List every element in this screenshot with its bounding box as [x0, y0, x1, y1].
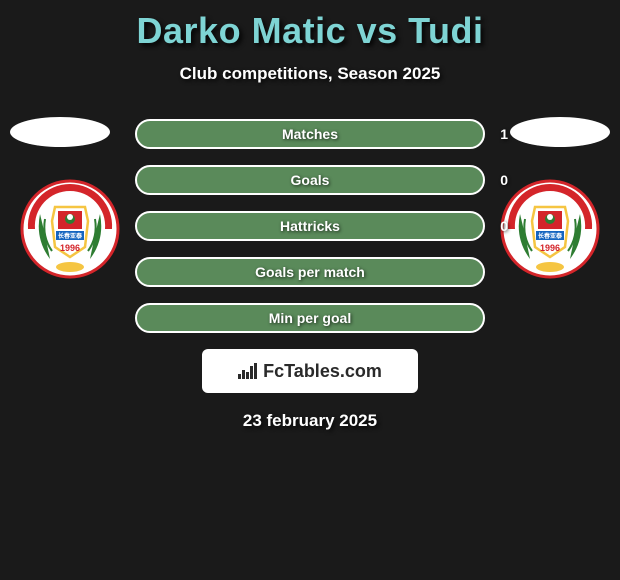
chart-icon [238, 363, 257, 379]
stat-label: Goals per match [255, 264, 365, 280]
club-year: 1996 [60, 243, 80, 253]
svg-text:长春亚泰: 长春亚泰 [538, 232, 563, 240]
comparison-content: 长春亚泰 1996 长春亚泰 1996 Matches 1 [0, 119, 620, 431]
club-crest-icon: 长春亚泰 1996 [500, 169, 600, 289]
stat-row-min-per-goal: Min per goal [135, 303, 485, 333]
club-badge-left: 长春亚泰 1996 [20, 169, 120, 289]
stat-value-right: 0 [500, 218, 508, 234]
stat-label: Hattricks [280, 218, 340, 234]
page-title: Darko Matic vs Tudi [0, 0, 620, 52]
svg-text:长春亚泰: 长春亚泰 [58, 232, 83, 240]
club-badge-right: 长春亚泰 1996 [500, 169, 600, 289]
stat-value-right: 0 [500, 172, 508, 188]
stat-row-goals-per-match: Goals per match [135, 257, 485, 287]
player-avatar-left [10, 117, 110, 147]
stat-row-goals: Goals 0 [135, 165, 485, 195]
stat-label: Matches [282, 126, 338, 142]
stats-container: Matches 1 Goals 0 Hattricks 0 Goals per … [135, 119, 485, 333]
stat-row-hattricks: Hattricks 0 [135, 211, 485, 241]
date-text: 23 february 2025 [0, 411, 620, 431]
subtitle: Club competitions, Season 2025 [0, 64, 620, 84]
stat-label: Goals [291, 172, 330, 188]
stat-label: Min per goal [269, 310, 351, 326]
club-year: 1996 [540, 243, 560, 253]
club-crest-icon: 长春亚泰 1996 [20, 169, 120, 289]
stat-value-right: 1 [500, 126, 508, 142]
stat-row-matches: Matches 1 [135, 119, 485, 149]
brand-box[interactable]: FcTables.com [202, 349, 418, 393]
player-avatar-right [510, 117, 610, 147]
brand-label: FcTables.com [263, 361, 382, 382]
